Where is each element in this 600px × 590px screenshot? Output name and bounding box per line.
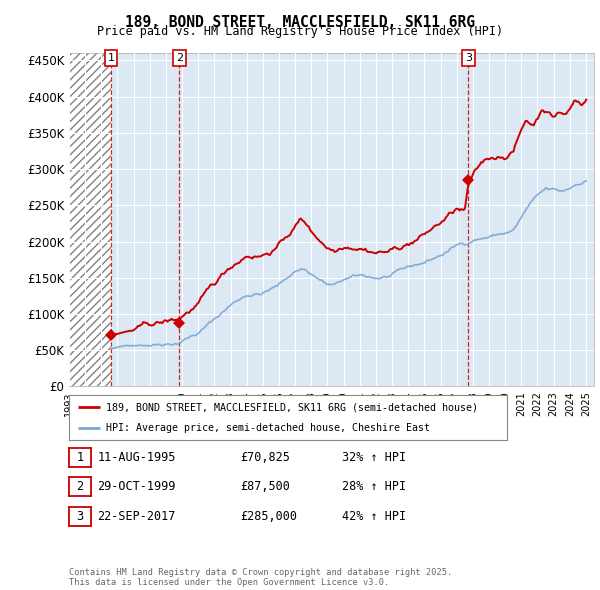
Text: £285,000: £285,000	[240, 510, 297, 523]
Text: Contains HM Land Registry data © Crown copyright and database right 2025.
This d: Contains HM Land Registry data © Crown c…	[69, 568, 452, 587]
Text: 189, BOND STREET, MACCLESFIELD, SK11 6RG (semi-detached house): 189, BOND STREET, MACCLESFIELD, SK11 6RG…	[106, 402, 478, 412]
Text: 1: 1	[77, 451, 83, 464]
Text: Price paid vs. HM Land Registry's House Price Index (HPI): Price paid vs. HM Land Registry's House …	[97, 25, 503, 38]
Text: 1: 1	[107, 53, 115, 63]
Text: HPI: Average price, semi-detached house, Cheshire East: HPI: Average price, semi-detached house,…	[106, 422, 430, 432]
Text: 32% ↑ HPI: 32% ↑ HPI	[342, 451, 406, 464]
Text: 11-AUG-1995: 11-AUG-1995	[97, 451, 176, 464]
Text: 42% ↑ HPI: 42% ↑ HPI	[342, 510, 406, 523]
Text: £87,500: £87,500	[240, 480, 290, 493]
Text: 189, BOND STREET, MACCLESFIELD, SK11 6RG: 189, BOND STREET, MACCLESFIELD, SK11 6RG	[125, 15, 475, 30]
Text: 2: 2	[176, 53, 183, 63]
Text: £70,825: £70,825	[240, 451, 290, 464]
Text: 29-OCT-1999: 29-OCT-1999	[97, 480, 176, 493]
Text: 22-SEP-2017: 22-SEP-2017	[97, 510, 176, 523]
Bar	[69, 53, 111, 386]
Bar	[69, 53, 111, 386]
Text: 2: 2	[77, 480, 83, 493]
Text: 3: 3	[465, 53, 472, 63]
Text: 28% ↑ HPI: 28% ↑ HPI	[342, 480, 406, 493]
Text: 3: 3	[77, 510, 83, 523]
